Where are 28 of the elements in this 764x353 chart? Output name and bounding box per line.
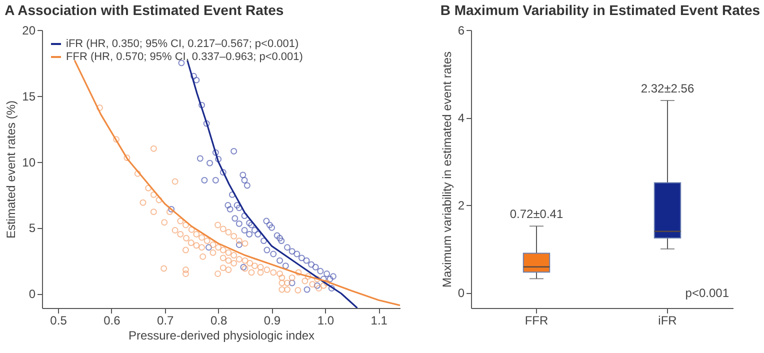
y-tick-label: 10	[22, 155, 36, 170]
y-tick-label: 15	[22, 89, 36, 104]
chart-title: A Association with Estimated Event Rates	[4, 2, 284, 18]
x-tick-label: 0.8	[210, 314, 228, 328]
legend-label: FFR (HR, 0.570; 95% CI, 0.337–0.963; p<0.001)	[66, 51, 303, 63]
y-tick-label: 6	[458, 24, 465, 38]
annotation: p<0.001	[685, 286, 730, 300]
y-tick-label: 20	[22, 24, 36, 38]
annotation: 2.32±2.56	[640, 81, 694, 96]
x-tick-label: 0.9	[264, 314, 281, 328]
y-tick-label: 2	[458, 198, 465, 213]
x-axis-title: Pressure-derived physiologic index	[128, 328, 315, 342]
y-tick-label: 4	[458, 111, 465, 126]
x-tick-label: 1.1	[370, 314, 388, 328]
y-tick-label: 0	[28, 287, 36, 302]
legend-label: iFR (HR, 0.350; 95% CI, 0.217–0.567; p<0.001)	[66, 38, 299, 50]
y-axis-title: Maximum variability in estimated event rates	[440, 51, 454, 288]
x-tick-label: 1.0	[317, 314, 334, 328]
x-tick-label: 0.7	[157, 314, 174, 328]
y-tick-label: 0	[458, 286, 465, 300]
annotation: 0.72±0.41	[510, 207, 564, 222]
y-tick-label: 5	[28, 221, 36, 236]
x-tick-label: 0.6	[104, 314, 121, 328]
x-tick-label: 0.5	[50, 314, 68, 328]
chart-title: B Maximum Variability in Estimated Event Rates	[440, 2, 760, 18]
x-tick-label: iFR	[658, 314, 678, 328]
x-tick-label: FFR	[524, 314, 548, 328]
y-axis-title: Estimated event rates (%)	[4, 100, 18, 239]
